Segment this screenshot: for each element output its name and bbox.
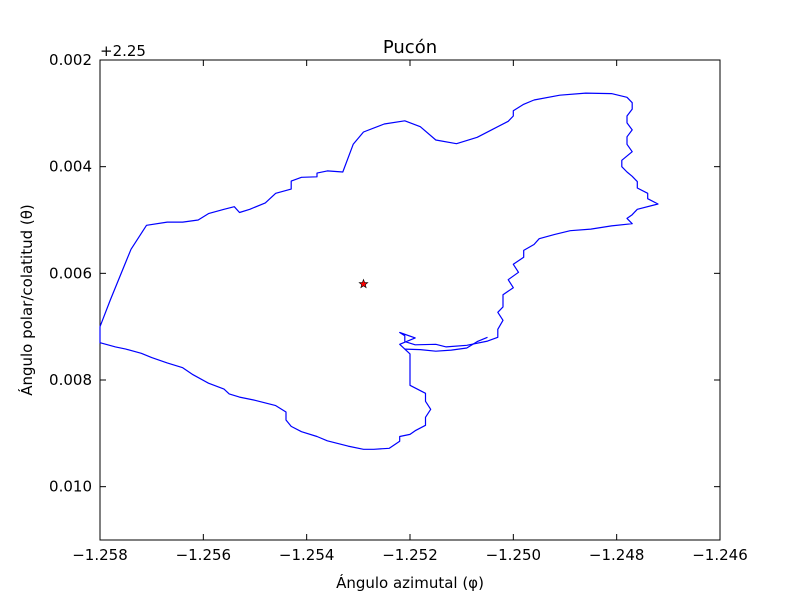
x-tick-label: −1.256 bbox=[176, 546, 232, 564]
x-axis-label: Ángulo azimutal (φ) bbox=[336, 573, 484, 592]
data-layer bbox=[99, 92, 659, 450]
x-tick-label: −1.252 bbox=[382, 546, 438, 564]
series-line-0 bbox=[99, 92, 659, 450]
y-axis-label: Ángulo polar/colatitud (θ) bbox=[17, 204, 36, 396]
tick-layer: −1.258 −1.256 −1.254 −1.252 −1.250 −1.248 −1.2… bbox=[49, 51, 748, 564]
y-tick-label: 0.006 bbox=[49, 264, 92, 282]
chart-title: Pucón bbox=[383, 37, 437, 58]
y-tick-label: 0.002 bbox=[49, 51, 92, 69]
y-offset-text: +2.25 bbox=[100, 42, 146, 60]
x-tick-label: −1.246 bbox=[692, 546, 748, 564]
x-tick-label: −1.250 bbox=[486, 546, 542, 564]
star-marker-0 bbox=[358, 278, 369, 289]
plot-area bbox=[99, 59, 721, 541]
x-tick-label: −1.248 bbox=[589, 546, 645, 564]
y-tick-label: 0.008 bbox=[49, 371, 92, 389]
y-tick-label: 0.010 bbox=[49, 478, 92, 496]
y-tick-label: 0.004 bbox=[49, 158, 92, 176]
x-tick-label: −1.254 bbox=[279, 546, 335, 564]
x-tick-label: −1.258 bbox=[72, 546, 128, 564]
series-line-1 bbox=[404, 336, 488, 352]
